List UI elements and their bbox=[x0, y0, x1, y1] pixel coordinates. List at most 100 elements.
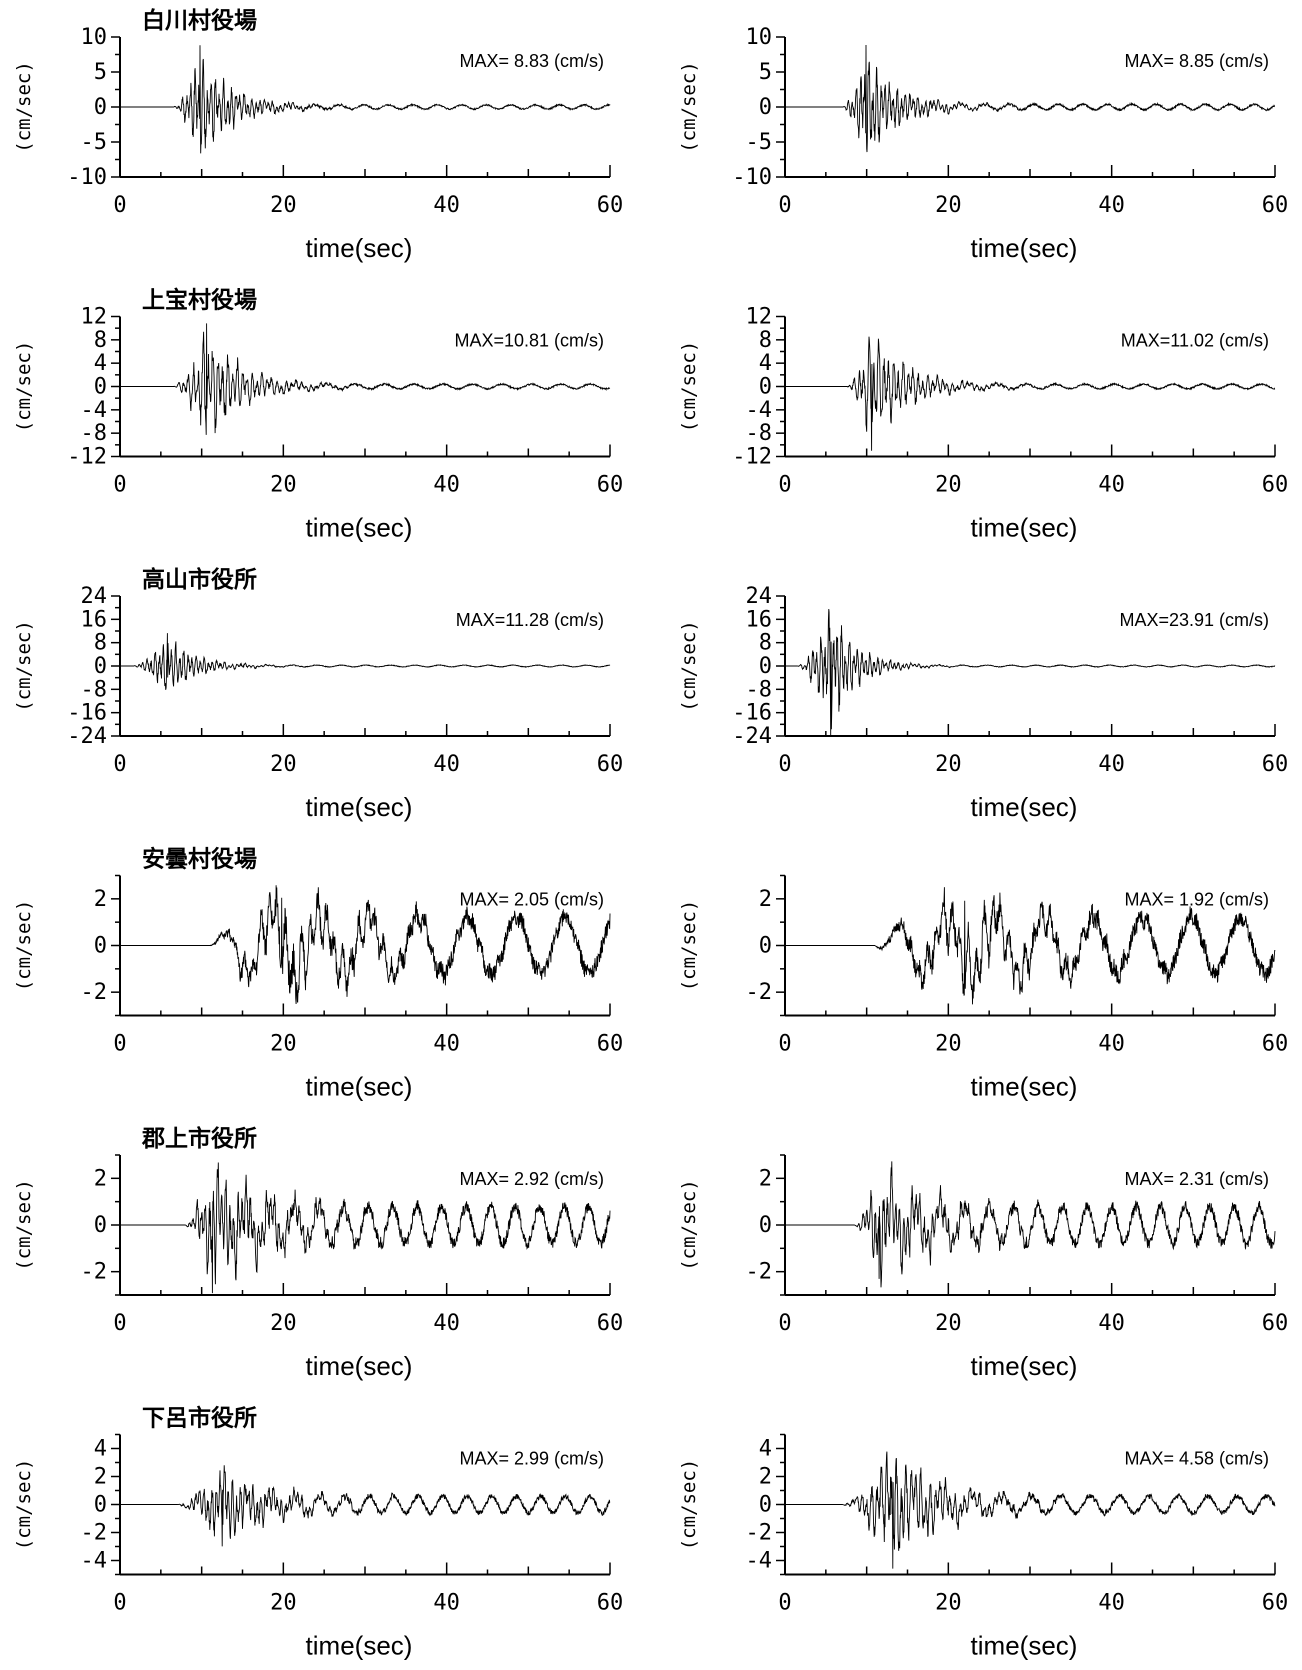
y-tick-label: -16 bbox=[732, 701, 772, 726]
station-title: 上宝村役場 bbox=[142, 287, 257, 314]
y-tick-label: 0 bbox=[759, 375, 772, 400]
waveform-trace bbox=[785, 887, 1276, 1005]
x-axis-title: time(sec) bbox=[971, 792, 1078, 822]
x-tick-label: 40 bbox=[1098, 1032, 1125, 1057]
x-tick-label: 0 bbox=[113, 752, 126, 777]
x-axis-title: time(sec) bbox=[971, 1072, 1078, 1102]
y-tick-label: -16 bbox=[67, 701, 107, 726]
y-tick-label: -12 bbox=[732, 445, 772, 470]
x-axis-title: time(sec) bbox=[971, 1351, 1078, 1381]
x-tick-label: 0 bbox=[113, 193, 126, 218]
x-tick-label: 40 bbox=[433, 1591, 460, 1616]
x-tick-label: 20 bbox=[270, 193, 297, 218]
x-axis-title: time(sec) bbox=[306, 513, 413, 543]
x-tick-label: 20 bbox=[935, 1311, 962, 1336]
y-tick-label: 0 bbox=[759, 1213, 772, 1238]
x-tick-label: 0 bbox=[778, 1032, 791, 1057]
y-tick-label: 4 bbox=[94, 351, 107, 376]
y-axis-title: (cm/sec) bbox=[13, 1179, 35, 1271]
y-tick-label: -2 bbox=[81, 1260, 108, 1285]
waveform-trace bbox=[785, 1161, 1276, 1288]
y-tick-label: 0 bbox=[94, 654, 107, 679]
max-label: MAX=11.28 (cm/s) bbox=[456, 610, 604, 630]
y-tick-label: 10 bbox=[746, 25, 773, 50]
x-tick-label: 20 bbox=[935, 1032, 962, 1057]
x-axis-title: time(sec) bbox=[306, 792, 413, 822]
x-tick-label: 40 bbox=[1098, 193, 1125, 218]
x-tick-label: 60 bbox=[597, 752, 624, 777]
x-tick-label: 60 bbox=[1262, 1591, 1289, 1616]
waveform-trace bbox=[785, 44, 1276, 153]
y-axis-title: (cm/sec) bbox=[678, 900, 700, 992]
y-tick-label: -2 bbox=[746, 1260, 773, 1285]
y-tick-label: -2 bbox=[81, 980, 108, 1005]
y-tick-label: 16 bbox=[81, 607, 108, 632]
x-tick-label: 0 bbox=[778, 1311, 791, 1336]
x-tick-label: 0 bbox=[778, 193, 791, 218]
x-tick-label: 60 bbox=[1262, 1032, 1289, 1057]
y-axis-title: (cm/sec) bbox=[678, 1459, 700, 1551]
y-tick-label: 0 bbox=[94, 375, 107, 400]
x-tick-label: 40 bbox=[433, 473, 460, 498]
max-label: MAX= 8.85 (cm/s) bbox=[1124, 51, 1269, 71]
y-tick-label: -24 bbox=[67, 724, 107, 749]
y-tick-label: -5 bbox=[81, 130, 108, 155]
x-tick-label: 20 bbox=[270, 752, 297, 777]
max-label: MAX= 2.99 (cm/s) bbox=[459, 1449, 604, 1469]
waveform-trace bbox=[785, 1451, 1276, 1569]
y-tick-label: 4 bbox=[94, 1437, 107, 1462]
y-tick-label: 4 bbox=[759, 351, 772, 376]
x-axis-title: time(sec) bbox=[971, 513, 1078, 543]
y-tick-label: 8 bbox=[759, 631, 772, 656]
y-tick-label: 0 bbox=[94, 1213, 107, 1238]
x-tick-label: 0 bbox=[113, 473, 126, 498]
y-tick-label: 8 bbox=[759, 328, 772, 353]
y-axis-title: (cm/sec) bbox=[678, 341, 700, 433]
x-tick-label: 20 bbox=[270, 473, 297, 498]
x-tick-label: 0 bbox=[778, 752, 791, 777]
x-tick-label: 60 bbox=[597, 193, 624, 218]
y-tick-label: -10 bbox=[732, 165, 772, 190]
y-tick-label: 0 bbox=[94, 1493, 107, 1518]
y-tick-label: -4 bbox=[81, 1549, 108, 1574]
y-tick-label: -2 bbox=[746, 1521, 773, 1546]
x-tick-label: 40 bbox=[433, 1311, 460, 1336]
y-tick-label: 0 bbox=[759, 934, 772, 959]
x-tick-label: 0 bbox=[778, 1591, 791, 1616]
station-title: 安曇村役場 bbox=[142, 846, 257, 873]
x-axis-title: time(sec) bbox=[306, 1072, 413, 1102]
y-tick-label: 2 bbox=[94, 887, 107, 912]
y-tick-label: -4 bbox=[746, 1549, 773, 1574]
y-tick-label: 12 bbox=[746, 305, 773, 330]
x-tick-label: 60 bbox=[1262, 193, 1289, 218]
x-tick-label: 40 bbox=[1098, 473, 1125, 498]
y-tick-label: 24 bbox=[746, 584, 773, 609]
waveform-trace bbox=[785, 608, 1276, 736]
max-label: MAX= 4.58 (cm/s) bbox=[1124, 1449, 1269, 1469]
y-axis-title: (cm/sec) bbox=[13, 61, 35, 153]
y-tick-label: -2 bbox=[81, 1521, 108, 1546]
y-tick-label: 16 bbox=[746, 607, 773, 632]
y-tick-label: 2 bbox=[94, 1465, 107, 1490]
max-label: MAX= 2.92 (cm/s) bbox=[459, 1169, 604, 1189]
station-title: 下呂市役所 bbox=[142, 1405, 257, 1432]
x-tick-label: 20 bbox=[935, 752, 962, 777]
x-axis-title: time(sec) bbox=[306, 1631, 413, 1661]
x-axis-title: time(sec) bbox=[971, 1631, 1078, 1661]
y-tick-label: 0 bbox=[94, 934, 107, 959]
y-axis-title: (cm/sec) bbox=[678, 1179, 700, 1271]
x-axis-title: time(sec) bbox=[971, 233, 1078, 263]
y-tick-label: -4 bbox=[746, 398, 773, 423]
y-axis-title: (cm/sec) bbox=[13, 1459, 35, 1551]
y-tick-label: -24 bbox=[732, 724, 772, 749]
waveform-trace bbox=[785, 336, 1276, 451]
y-axis-title: (cm/sec) bbox=[678, 620, 700, 712]
max-label: MAX= 2.05 (cm/s) bbox=[459, 890, 604, 910]
